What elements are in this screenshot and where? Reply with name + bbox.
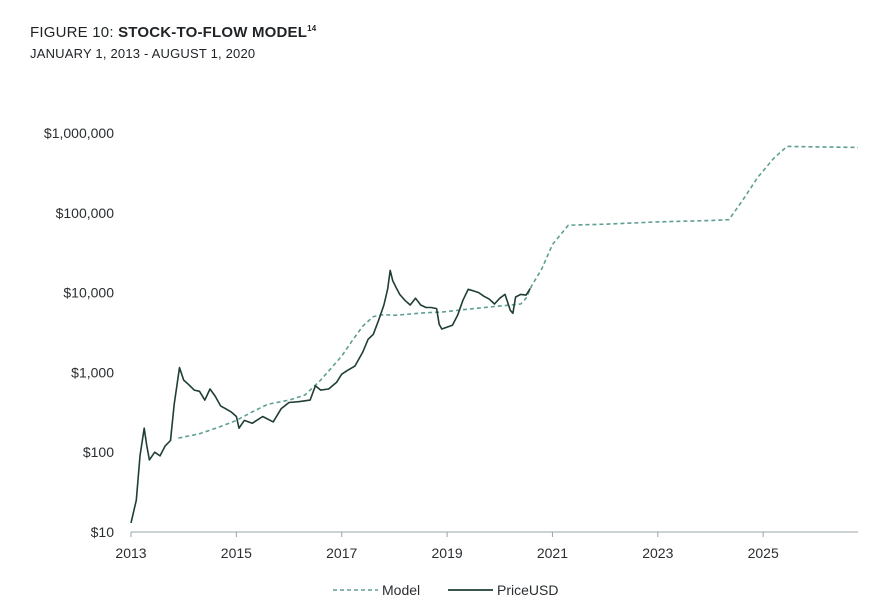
figure-title-main: STOCK-TO-FLOW MODEL [118,24,308,41]
axes: $10 $100 $1,000 $10,000 $100,000 $1,000,000 20… [44,125,858,561]
x-tick-label: 2019 [432,545,463,561]
y-tick-label: $10 [91,524,115,540]
y-tick-label: $100 [83,444,114,460]
figure-title-footnote: 14 [307,24,317,33]
legend-price-label: PriceUSD [497,582,558,598]
y-tick-label: $1,000,000 [44,125,114,141]
figure-title-prefix: FIGURE 10: [30,24,119,41]
x-tick-label: 2025 [748,545,779,561]
x-tick-label: 2021 [537,545,568,561]
x-tick-label: 2015 [221,545,252,561]
price-series-line [130,269,531,524]
legend: Model PriceUSD [333,582,558,598]
legend-model-label: Model [382,582,420,598]
x-tick-label: 2017 [326,545,357,561]
figure-title: FIGURE 10: STOCK-TO-FLOW MODEL14 [30,20,316,42]
series-layer [130,145,859,524]
y-tick-label: $10,000 [63,285,114,301]
figure-subtitle: JANUARY 1, 2013 - AUGUST 1, 2020 [30,46,256,61]
chart-header: FIGURE 10: STOCK-TO-FLOW MODEL14 JANUARY… [30,20,316,62]
x-tick-label: 2023 [642,545,673,561]
y-tick-label: $100,000 [56,205,115,221]
model-series-line [178,145,859,439]
x-tick-label: 2013 [115,545,146,561]
y-tick-label: $1,000 [71,364,114,380]
